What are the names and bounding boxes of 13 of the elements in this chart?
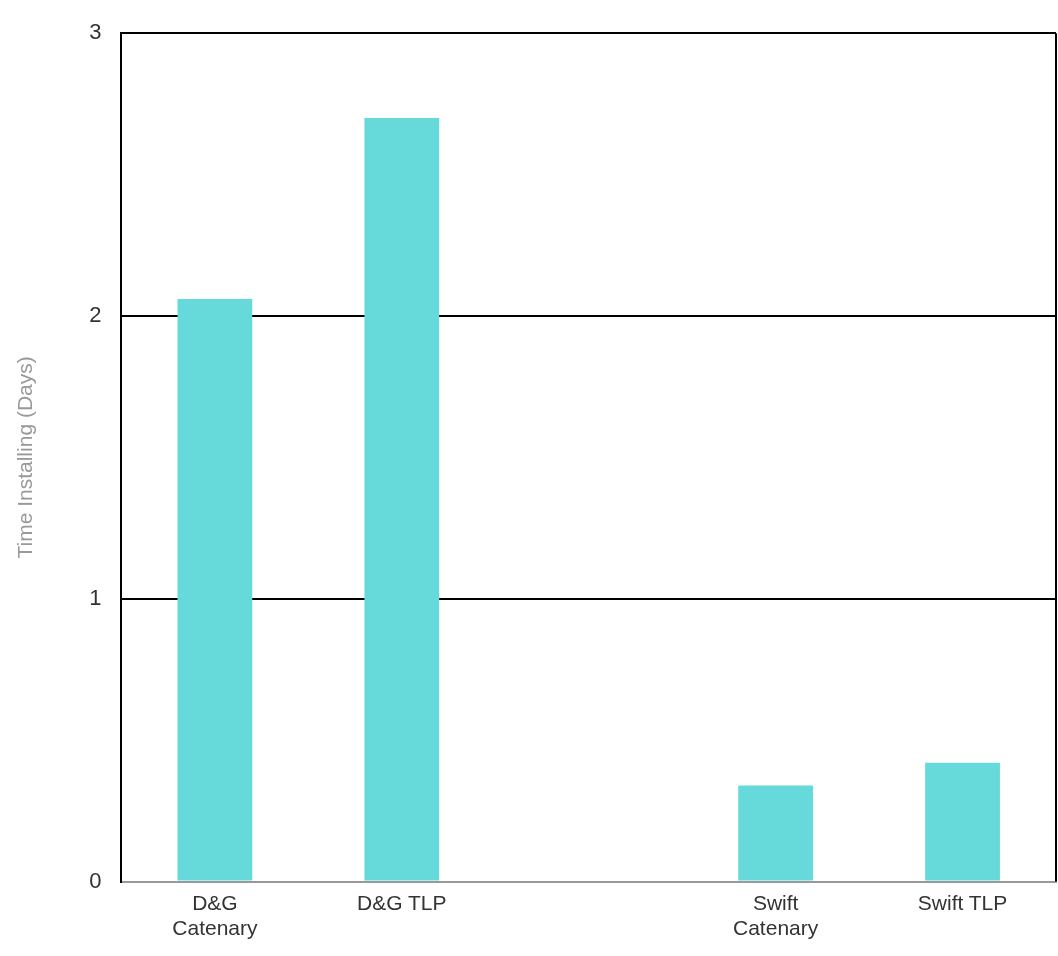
y-axis-title: Time Installing (Days) — [13, 356, 37, 559]
bar — [177, 299, 253, 881]
x-tick-label: D&G Catenary — [172, 891, 258, 940]
x-tick-label: D&G TLP — [357, 891, 447, 914]
bar — [364, 118, 440, 881]
bar — [925, 762, 1000, 881]
bar — [738, 785, 814, 881]
y-tick-label: 1 — [89, 584, 102, 610]
x-tick-label: Swift TLP — [917, 891, 1008, 914]
y-tick-label: 0 — [89, 867, 102, 893]
y-tick-label: 3 — [89, 19, 102, 45]
y-tick-label: 2 — [89, 302, 102, 328]
x-tick-label: Swift Catenary — [733, 891, 819, 940]
